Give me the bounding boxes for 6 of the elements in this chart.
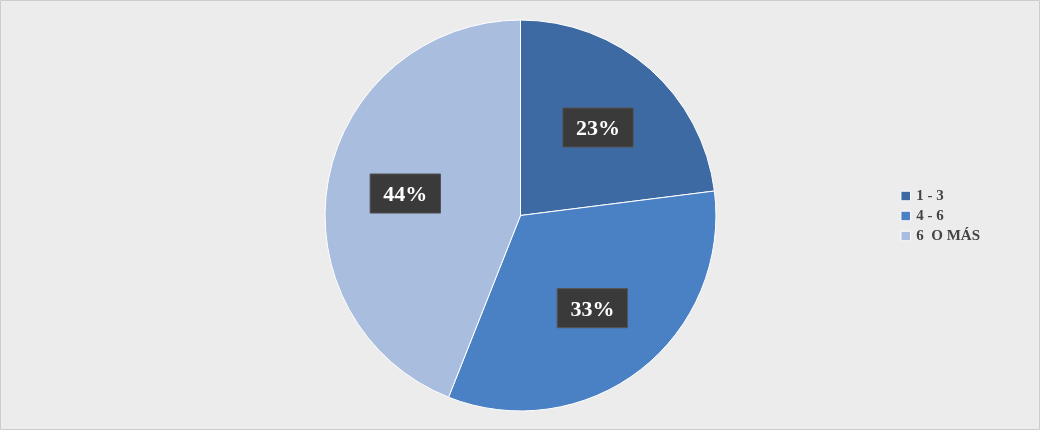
legend-label: 6 O MÁS [916,226,980,244]
data-label: 33% [570,295,615,321]
legend-label: 1 - 3 [916,186,944,204]
legend-label: 4 - 6 [916,206,944,224]
data-label: 44% [383,181,428,207]
data-label: 23% [576,115,621,141]
